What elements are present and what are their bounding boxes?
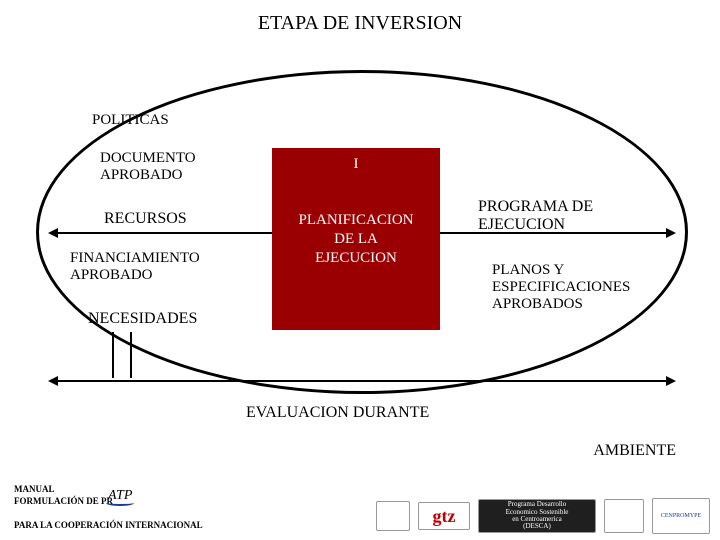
label-ambiente: AMBIENTE <box>593 442 676 460</box>
logo-4: CENPROMYPE <box>652 498 710 534</box>
footer-line-2: FORMULACIÓN DE PR <box>14 496 113 506</box>
label-recursos: RECURSOS <box>104 210 187 228</box>
center-box-marker: I <box>354 156 359 173</box>
vconnector-2 <box>130 332 132 378</box>
logo-1: gtz <box>418 502 470 530</box>
page-title: ETAPA DE INVERSION <box>0 12 720 35</box>
center-line-2: DE LA <box>298 230 413 249</box>
label-politicas: POLITICAS <box>92 112 169 129</box>
atp-logo: ATP <box>108 488 132 504</box>
label-necesidades: NECESIDADES <box>88 310 197 328</box>
footer-line-3: PARA LA COOPERACIÓN INTERNACIONAL <box>14 520 203 530</box>
logo-strip: gtz Programa Desarrollo Economico Sosteni… <box>376 498 710 534</box>
atp-underline <box>106 500 134 506</box>
logo-3 <box>604 499 644 533</box>
center-line-1: PLANIFICACION <box>298 211 413 230</box>
label-documento: DOCUMENTO APROBADO <box>100 150 196 184</box>
label-planos: PLANOS Y ESPECIFICACIONES APROBADOS <box>492 262 630 313</box>
center-box: I PLANIFICACION DE LA EJECUCION <box>272 148 440 330</box>
label-financiamiento: FINANCIAMIENTO APROBADO <box>70 250 200 284</box>
label-programa: PROGRAMA DE EJECUCION <box>478 198 593 234</box>
logo-0 <box>376 501 410 531</box>
footer-line-1: MANUAL <box>14 484 55 494</box>
footer: MANUAL FORMULACIÓN DE PR PARA LA COOPERA… <box>0 466 720 540</box>
center-line-3: EJECUCION <box>298 249 413 268</box>
logo-2: Programa Desarrollo Economico Sostenible… <box>478 499 596 533</box>
arrow-bottom <box>56 380 668 382</box>
label-evaluacion: EVALUACION DURANTE <box>246 404 429 422</box>
center-box-text: PLANIFICACION DE LA EJECUCION <box>298 211 413 267</box>
vconnector-1 <box>112 332 114 378</box>
